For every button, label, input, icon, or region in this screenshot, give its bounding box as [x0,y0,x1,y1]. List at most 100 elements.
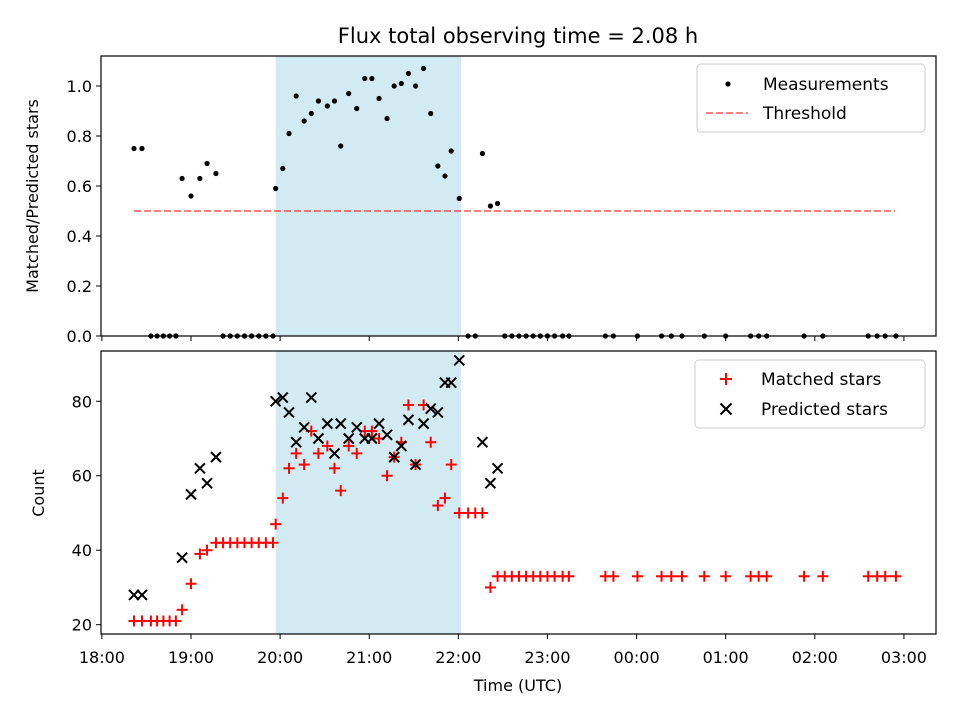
predicted-star-point [476,436,489,448]
counts-y-axis-label: Count [29,469,48,517]
measurement-point [331,98,338,104]
matched-star-point [631,570,643,582]
measurements-legend-label: Measurements [763,75,889,95]
ratio-y-tick-label: 0.0 [67,327,92,346]
measurement-point [435,163,441,169]
matched-star-point [665,570,677,582]
counts-y-tick-label: 20 [72,616,92,635]
counts-observing-window [275,351,462,634]
counts-legend-box [694,359,926,429]
measurement-point [301,118,307,124]
matched-star-point [176,604,188,616]
threshold-legend-label: Threshold [762,104,847,124]
matched-star-point [170,615,182,627]
measurement-point [338,143,344,149]
predicted-star-point [321,417,334,430]
counts-panel: 20 40 60 80 18:00 19:00 20:00 21:00 22:00 23:00 0… [29,350,937,695]
x-tick-label: 03:00 [881,648,927,667]
ratio-panel-frame [100,55,937,337]
matched-star-point [267,537,279,549]
measurement-point [346,90,352,97]
matched-star-point [298,459,310,471]
matched-star-point [817,570,829,582]
matched-star-point [201,544,213,556]
measurement-point [405,70,412,77]
matched-star-point [185,578,197,590]
predicted-star-point [194,462,206,475]
predicted-star-point [343,432,355,445]
counts-y-tick-label: 60 [72,467,92,486]
predicted-star-point [328,447,341,460]
matched-star-point [656,570,668,582]
predicted-legend-marker [719,402,733,416]
ratio-y-tick-label: 1.0 [67,77,92,96]
measurement-point [456,195,462,202]
measurement-point [293,93,299,99]
matched-star-point [290,447,302,459]
measurement-point [479,150,486,157]
matched-star-point [798,570,810,582]
chart-title: Flux total observing time = 2.08 h [338,24,698,48]
x-tick-label: 18:00 [79,648,125,667]
predicted-star-point [445,376,457,389]
measurement-point [369,75,375,82]
x-tick-label: 19:00 [168,648,214,667]
matched-star-point [698,570,710,582]
measurement-point [280,165,286,172]
predicted-star-point [185,488,197,501]
matched-star-point [335,485,347,497]
measurement-point [420,65,427,72]
ratio-y-tick-label: 0.6 [67,177,92,196]
measurements-legend-marker [725,81,731,87]
ratio-observing-window [275,56,462,336]
measurement-point [448,148,454,154]
matched-star-point [476,507,488,519]
predicted-star-point [305,391,318,404]
predicted-star-point [351,421,363,434]
measurement-point [308,110,314,117]
matched-star-point [607,570,619,582]
measurement-point [398,80,404,87]
predicted-star-point [388,451,400,463]
predicted-star-point [395,440,408,452]
matched-legend-label: Matched stars [761,370,881,390]
predicted-star-point [298,421,310,434]
x-tick-label: 00:00 [614,648,660,667]
predicted-star-point [417,417,430,430]
predicted-star-point [269,395,282,407]
matched-star-point [720,570,732,582]
measurement-point [179,175,185,182]
measurement-point [197,175,203,182]
matched-star-point [563,570,575,582]
x-tick-label: 20:00 [257,648,303,667]
matched-star-point [879,570,891,582]
predicted-legend-label: Predicted stars [761,400,888,420]
measurement-point [428,110,434,117]
measurement-point [139,145,145,152]
measurement-point [384,115,390,122]
predicted-star-point [425,403,437,415]
predicted-star-point [381,429,393,441]
measurement-point [286,130,292,137]
predicted-star-point [210,451,222,463]
x-tick-label: 21:00 [346,648,392,667]
measurement-point [273,185,279,192]
matched-star-point [425,436,437,448]
predicted-star-point [290,436,302,448]
x-axis-label: Time (UTC) [473,676,562,695]
matched-legend-marker [720,373,732,385]
matched-star-point [445,459,457,471]
x-tick-label: 22:00 [435,648,481,667]
matched-star-point [761,570,773,582]
matched-star-point [439,492,451,504]
predicted-star-point [432,406,444,419]
predicted-star-point [366,432,378,445]
ratio-legend-box [696,63,926,133]
measurement-point [362,75,368,82]
predicted-star-point [491,462,504,475]
measurement-point [376,95,382,102]
matched-star-point [321,440,333,452]
matched-star-point [381,470,393,482]
matched-star-point [312,447,324,459]
matched-star-point [194,548,206,560]
